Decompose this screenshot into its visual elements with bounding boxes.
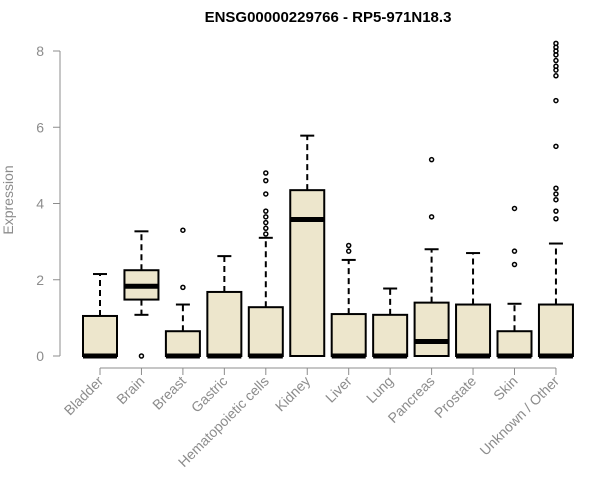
outlier-point [511,205,518,212]
outlier-point [553,208,559,214]
box-brain [123,230,160,359]
outlier-point [138,353,145,359]
chart-title: ENSG00000229766 - RP5-971N18.3 [205,9,452,26]
box-iqr [496,330,533,357]
y-tick-label: 8 [36,43,44,59]
box-hematopoietic-cells [247,170,284,359]
outlier-point [263,208,269,214]
outlier-point [263,214,269,220]
box-pancreas [413,156,450,357]
x-tick-label: Lung [363,373,396,406]
outlier-point [263,170,269,176]
box-iqr [289,189,326,357]
outlier-point [511,248,518,254]
box-unknown-other [537,40,574,359]
x-tick-label: Unknown / Other [476,373,562,459]
box-lung [372,287,409,359]
box-skin [496,205,533,359]
outlier-point [263,225,269,232]
y-axis-label: Expression [0,165,16,234]
outlier-point [263,191,269,197]
outlier-point [553,73,559,79]
outlier-point [263,231,269,237]
box-iqr [372,313,409,358]
outlier-point [553,143,559,150]
box-iqr [247,306,284,358]
outlier-point [553,216,559,222]
outlier-point [180,284,186,291]
box-iqr [82,314,118,357]
outlier-point [553,40,559,47]
outlier-point [553,196,559,203]
box-iqr [455,303,492,357]
x-tick-label: Brain [113,373,147,407]
outlier-point [345,248,352,254]
y-axis: 0 2 4 6 8 [36,43,61,364]
y-tick-label: 4 [36,196,44,212]
box-liver [330,242,367,359]
outlier-point [511,261,518,268]
x-tick-label: Liver [322,373,355,406]
y-tick-label: 0 [36,348,44,364]
outlier-point [263,177,269,184]
box-iqr [413,301,450,357]
outlier-point [345,242,352,249]
box-iqr [206,290,243,358]
outlier-point [553,191,559,197]
outlier-point [180,227,186,233]
box-gastric [206,255,243,359]
box-series [82,40,574,359]
x-tick-label: Kidney [272,373,314,415]
outlier-point [553,63,559,69]
box-iqr [330,313,367,357]
box-prostate [455,252,492,359]
y-tick-label: 2 [36,272,44,288]
x-tick-label: Breast [149,373,189,413]
outlier-point [428,156,435,163]
x-tick-label: Bladder [61,373,107,419]
box-iqr [164,330,201,357]
box-bladder [82,273,118,359]
box-breast [164,227,201,359]
x-tick-label: Skin [490,373,521,404]
x-tick-label: Prostate [431,373,479,421]
outlier-point [553,97,559,104]
outlier-point [553,57,559,64]
outlier-point [428,214,435,220]
outlier-point [263,219,269,226]
box-kidney [289,134,326,357]
box-iqr [537,303,574,357]
y-tick-label: 6 [36,119,44,135]
outlier-point [553,185,559,191]
